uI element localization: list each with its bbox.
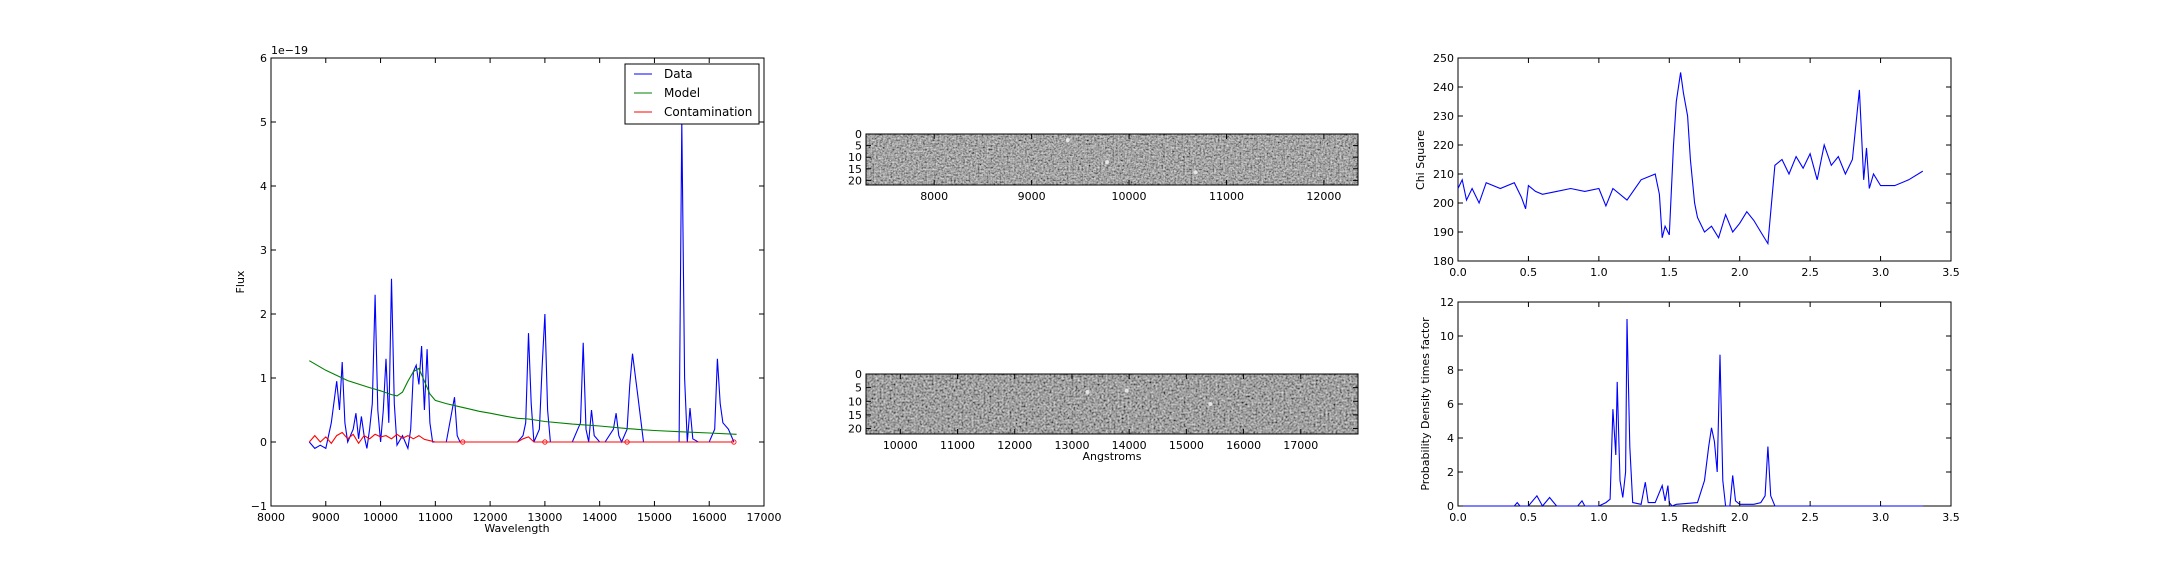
spectrum-plot-area [271, 58, 764, 506]
image-bright-spot [1105, 160, 1109, 164]
spectrum-panel: 8000 9000 10000 11000 12000 13000 14000 15000 16… [234, 44, 782, 535]
spectrum-x-axis-label: Wavelength [484, 522, 549, 535]
x-tick-label: 11000 [1209, 190, 1244, 203]
x-tick-label: 3.5 [1942, 511, 1960, 524]
y-tick-label: 20 [848, 423, 862, 436]
image-bright-spot [1125, 389, 1129, 393]
image-x-axis-label: Angstroms [1083, 450, 1142, 463]
spectrum-scale-label: 1e−19 [271, 44, 308, 57]
y-tick-label: 10 [1440, 330, 1454, 343]
x-tick-label: 1.5 [1661, 266, 1679, 279]
y-tick-label: 10 [848, 395, 862, 408]
y-tick-label: 6 [1447, 398, 1454, 411]
y-tick-label: 1 [260, 372, 267, 385]
x-tick-label: 9000 [1018, 190, 1046, 203]
x-tick-label: 14000 [582, 511, 617, 524]
y-tick-label: 8 [1447, 364, 1454, 377]
x-tick-label: 16000 [1226, 439, 1261, 452]
y-tick-label: 180 [1433, 255, 1454, 268]
x-tick-label: 2.5 [1801, 266, 1819, 279]
x-tick-label: 3.0 [1872, 266, 1890, 279]
legend-entry-data: Data [664, 67, 693, 81]
image-bright-spot [1066, 138, 1070, 142]
legend-entry-model: Model [664, 86, 700, 100]
x-tick-label: 3.0 [1872, 511, 1890, 524]
x-tick-label: 11000 [418, 511, 453, 524]
y-tick-label: 220 [1433, 139, 1454, 152]
x-tick-label: 1.5 [1661, 511, 1679, 524]
x-tick-label: 16000 [692, 511, 727, 524]
x-tick-label: 3.5 [1942, 266, 1960, 279]
y-tick-label: 4 [260, 180, 267, 193]
probability-y-axis-label: Probability Density times factor [1419, 317, 1432, 491]
y-tick-label: 240 [1433, 81, 1454, 94]
y-tick-label: 3 [260, 244, 267, 257]
y-tick-label: 12 [1440, 296, 1454, 309]
x-tick-label: 11000 [940, 439, 975, 452]
x-tick-label: 17000 [1283, 439, 1318, 452]
x-tick-label: 9000 [312, 511, 340, 524]
y-tick-label: 15 [848, 409, 862, 422]
x-tick-label: 2.0 [1731, 266, 1749, 279]
image-bright-spot [1194, 170, 1198, 174]
image-bright-spot [1085, 390, 1089, 394]
probability-density-panel: 0.0 0.5 1.0 1.5 2.0 2.5 3.0 3.5 0 2 4 6 8 10 12 Redshi… [1419, 296, 1960, 535]
x-tick-label: 10000 [883, 439, 918, 452]
spectrum-y-axis-label: Flux [234, 270, 247, 293]
x-tick-label: 2.0 [1731, 511, 1749, 524]
image-bright-spot [1208, 402, 1212, 406]
x-tick-label: 12000 [1306, 190, 1341, 203]
x-tick-label: 15000 [1169, 439, 1204, 452]
y-tick-label: 190 [1433, 226, 1454, 239]
legend-entry-contamination: Contamination [664, 105, 752, 119]
chi-square-plot-area [1458, 58, 1951, 261]
x-tick-label: 15000 [637, 511, 672, 524]
probability-plot-area [1458, 302, 1951, 506]
x-tick-label: 12000 [997, 439, 1032, 452]
spectrum-image-top [866, 134, 1358, 185]
y-tick-label: 20 [848, 174, 862, 187]
y-tick-label: 0 [260, 436, 267, 449]
y-tick-label: 2 [1447, 466, 1454, 479]
x-tick-label: 1.0 [1590, 511, 1608, 524]
y-tick-label: 5 [855, 382, 862, 395]
y-tick-label: 250 [1433, 52, 1454, 65]
chi-square-y-axis-label: Chi Square [1414, 130, 1427, 190]
chi-square-panel: 0.0 0.5 1.0 1.5 2.0 2.5 3.0 3.5 180 190 200 210 220 2… [1414, 52, 1960, 279]
y-tick-label: 0 [855, 368, 862, 381]
y-tick-label: 210 [1433, 168, 1454, 181]
x-tick-label: 8000 [920, 190, 948, 203]
y-tick-label: 0 [1447, 500, 1454, 513]
x-tick-label: 0.5 [1520, 266, 1538, 279]
x-tick-label: 2.5 [1801, 511, 1819, 524]
spectrum-legend: Data Model Contamination [625, 64, 759, 124]
y-tick-label: 6 [260, 52, 267, 65]
y-tick-label: 4 [1447, 432, 1454, 445]
y-tick-label: 200 [1433, 197, 1454, 210]
y-tick-label: 5 [260, 116, 267, 129]
y-tick-label: 2 [260, 308, 267, 321]
x-tick-label: 0.5 [1520, 511, 1538, 524]
spectrum-image-bottom-panel: 10000 11000 12000 13000 14000 15000 16000 17000… [848, 368, 1358, 463]
x-tick-label: 17000 [747, 511, 782, 524]
y-tick-label: −1 [251, 500, 267, 513]
x-tick-label: 10000 [1112, 190, 1147, 203]
y-tick-label: 230 [1433, 110, 1454, 123]
x-tick-label: 10000 [363, 511, 398, 524]
x-tick-label: 1.0 [1590, 266, 1608, 279]
spectrum-image-bottom [866, 374, 1358, 434]
redshift-x-axis-label: Redshift [1682, 522, 1727, 535]
